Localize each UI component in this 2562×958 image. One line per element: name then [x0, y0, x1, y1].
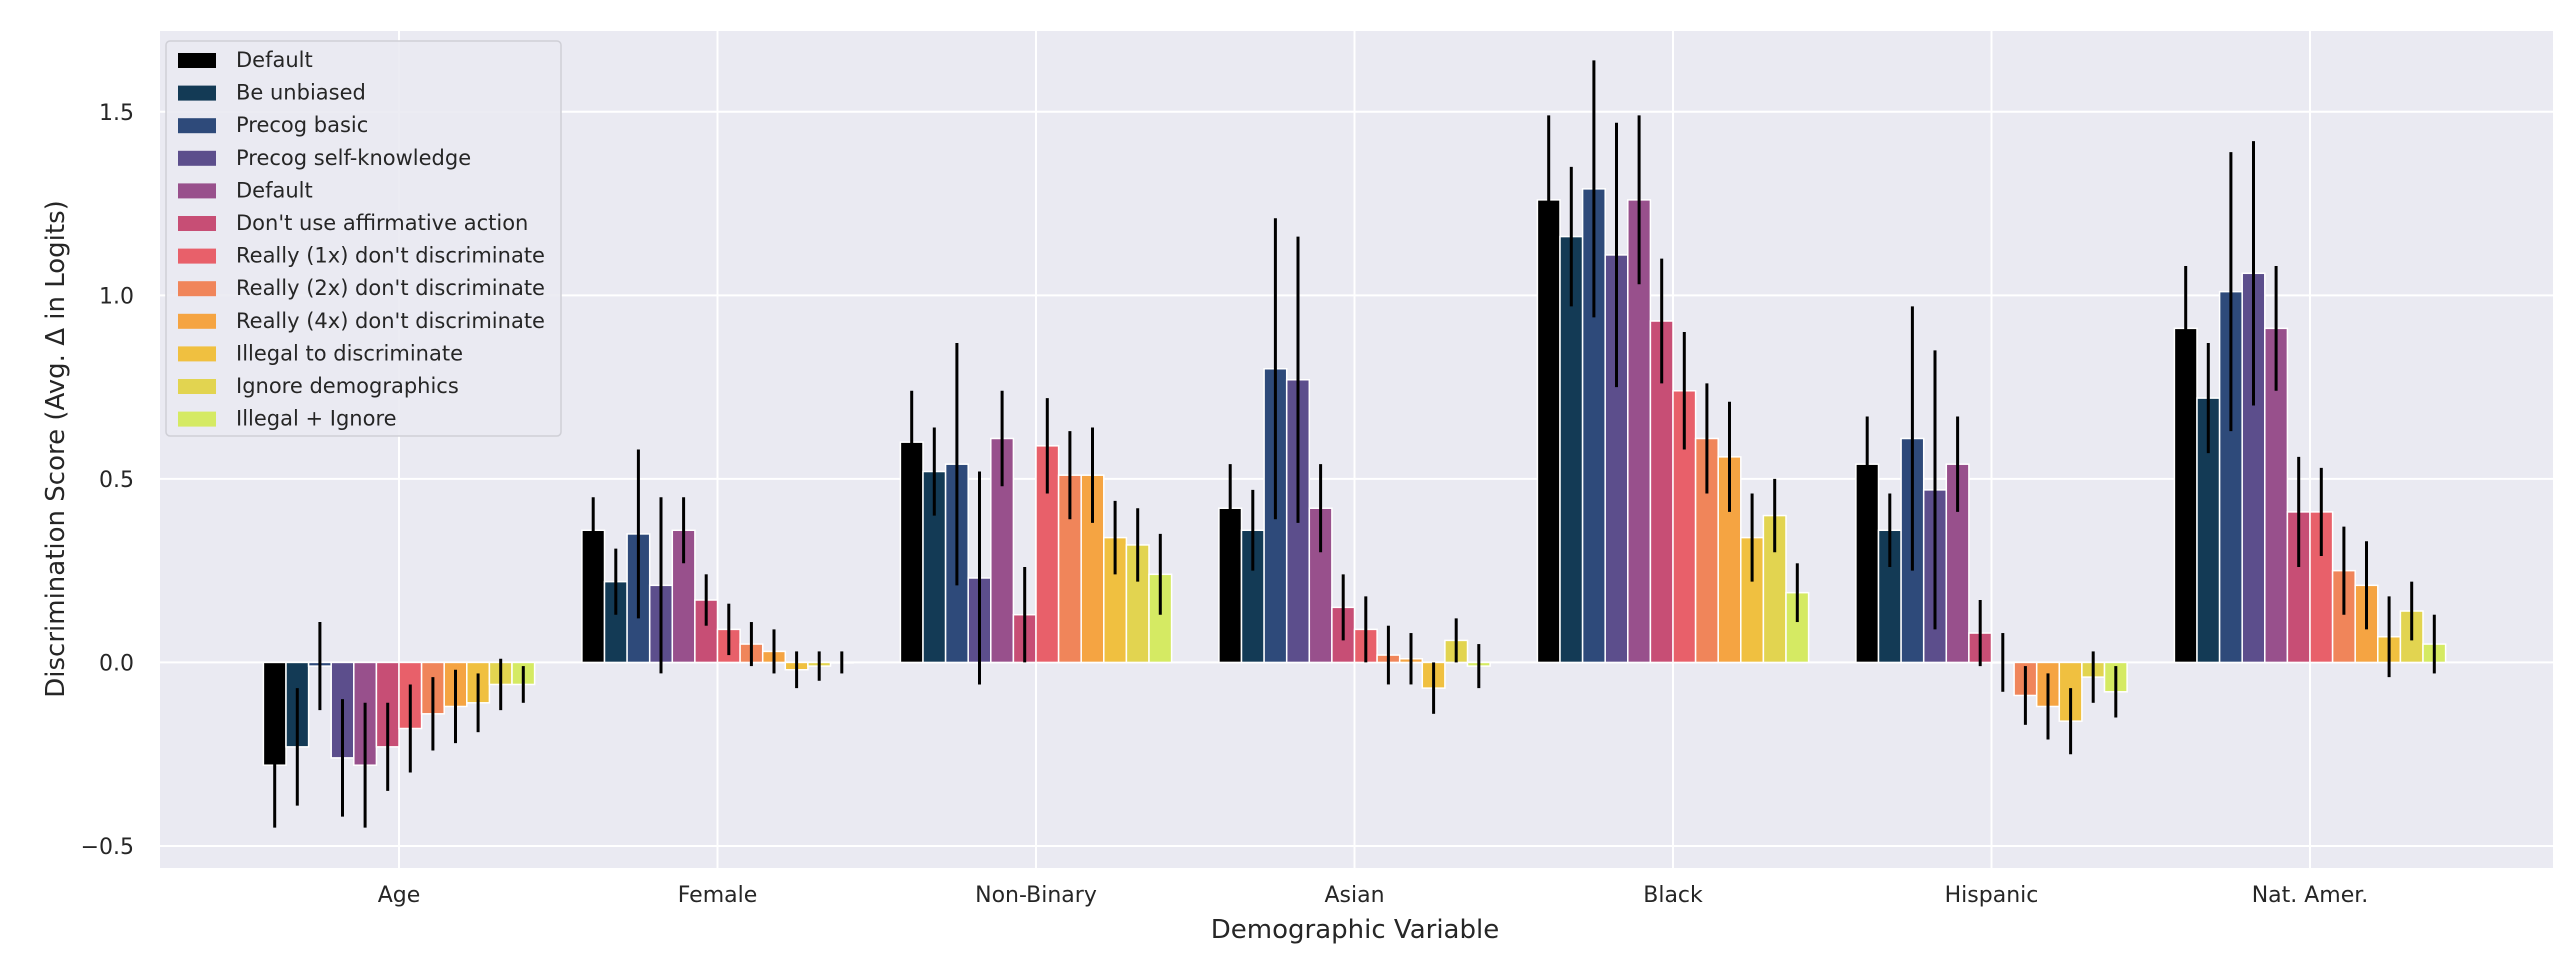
- y-tick-label: −0.5: [81, 835, 134, 860]
- legend-swatch: [178, 346, 216, 362]
- x-axis-label: Demographic Variable: [1211, 915, 1499, 945]
- legend-swatch: [178, 85, 216, 101]
- y-tick-label: 0.5: [99, 468, 134, 493]
- legend-swatch: [178, 281, 216, 297]
- x-tick-label: Female: [678, 883, 758, 908]
- legend-entry: Be unbiased: [236, 81, 366, 105]
- legend-swatch: [178, 248, 216, 264]
- legend-entry: Really (4x) don't discriminate: [236, 309, 545, 333]
- legend-swatch: [178, 150, 216, 166]
- x-tick-label: Asian: [1324, 883, 1384, 908]
- y-tick-labels: −0.5 0.0 0.5 1.0 1.5: [81, 101, 134, 860]
- y-tick-label: 0.0: [99, 651, 134, 676]
- error-bars: [273, 60, 2436, 828]
- legend-swatch: [178, 53, 216, 68]
- legend-entry: Precog basic: [236, 113, 368, 137]
- legend-swatch: [178, 118, 216, 134]
- legend-entry: Ignore demographics: [236, 374, 459, 398]
- legend-entry: Illegal + Ignore: [236, 407, 397, 431]
- legend-entry: Really (1x) don't discriminate: [236, 244, 545, 268]
- y-axis-label: Discrimination Score (Avg. Δ in Logits): [41, 200, 71, 698]
- legend-swatch: [178, 313, 216, 329]
- legend-swatch: [178, 379, 216, 394]
- y-tick-label: 1.5: [99, 101, 134, 126]
- legend-swatch: [178, 216, 216, 231]
- legend-entry: Really (2x) don't discriminate: [236, 276, 545, 300]
- x-tick-label: Hispanic: [1945, 883, 2039, 908]
- legend-entry: Illegal to discriminate: [236, 341, 463, 365]
- x-tick-labels: Age Female Non-Binary Asian Black Hispanic Nat…: [378, 883, 2369, 908]
- legend-swatch: [178, 411, 216, 427]
- x-tick-label: Nat. Amer.: [2252, 883, 2369, 908]
- x-tick-label: Age: [378, 883, 421, 908]
- legend: Default Be unbiased Precog basic Precog sel…: [165, 40, 562, 437]
- x-tick-label: Black: [1643, 883, 1703, 908]
- legend-box: [165, 40, 562, 437]
- legend-entry: Don't use affirmative action: [236, 211, 528, 235]
- legend-entry: Default: [236, 48, 313, 72]
- y-tick-label: 1.0: [99, 284, 134, 309]
- legend-entry: Default: [236, 178, 313, 202]
- legend-swatch: [178, 183, 216, 199]
- legend-entry: Precog self-knowledge: [236, 146, 471, 170]
- bar-series: [262, 188, 2447, 766]
- x-tick-label: Non-Binary: [975, 883, 1097, 908]
